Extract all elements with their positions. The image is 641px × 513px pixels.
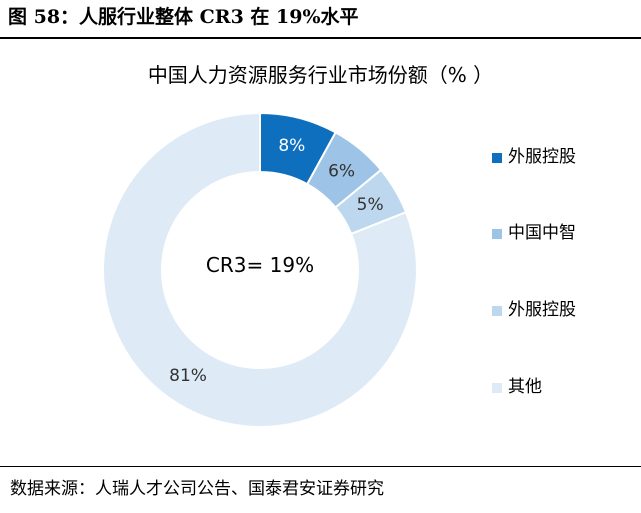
legend-swatch	[492, 383, 502, 393]
donut-slice-3	[102, 111, 418, 428]
legend-label: 其他	[508, 377, 542, 397]
slice-value-label-1: 6%	[328, 161, 355, 181]
legend-label: 外服控股	[508, 147, 576, 167]
legend-swatch	[492, 306, 502, 316]
legend-label: 外服控股	[508, 300, 576, 320]
figure-title: 图 58：人服行业整体 CR3 在 19%水平	[8, 6, 359, 28]
source-note: 数据来源：人瑞人才公司公告、国泰君安证券研究	[10, 479, 384, 499]
chart-title: 中国人力资源服务行业市场份额（% ）	[147, 63, 494, 87]
slice-value-label-3: 81%	[169, 366, 207, 386]
slice-value-label-2: 5%	[357, 195, 384, 215]
slice-value-label-0: 8%	[278, 136, 305, 156]
legend-label: 中国中智	[508, 223, 576, 243]
legend-swatch	[492, 229, 502, 239]
top-divider	[0, 37, 641, 39]
legend-swatch	[492, 153, 502, 163]
center-label: CR3= 19%	[206, 253, 314, 277]
bottom-divider	[0, 466, 641, 467]
